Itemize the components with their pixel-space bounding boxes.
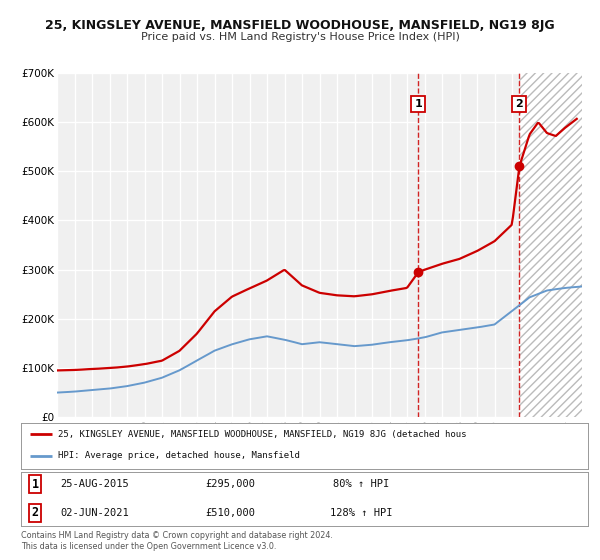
Text: 25, KINGSLEY AVENUE, MANSFIELD WOODHOUSE, MANSFIELD, NG19 8JG (detached hous: 25, KINGSLEY AVENUE, MANSFIELD WOODHOUSE… <box>58 430 466 439</box>
Text: 80% ↑ HPI: 80% ↑ HPI <box>333 479 389 489</box>
Text: 02-JUN-2021: 02-JUN-2021 <box>61 508 129 517</box>
Text: 2: 2 <box>515 99 523 109</box>
Text: 25-AUG-2015: 25-AUG-2015 <box>61 479 129 489</box>
Bar <box>520 73 582 417</box>
Text: 1: 1 <box>32 478 39 491</box>
Text: 25, KINGSLEY AVENUE, MANSFIELD WOODHOUSE, MANSFIELD, NG19 8JG: 25, KINGSLEY AVENUE, MANSFIELD WOODHOUSE… <box>45 19 555 32</box>
Text: 128% ↑ HPI: 128% ↑ HPI <box>330 508 392 517</box>
Text: £295,000: £295,000 <box>206 479 256 489</box>
Text: £510,000: £510,000 <box>206 508 256 517</box>
Text: This data is licensed under the Open Government Licence v3.0.: This data is licensed under the Open Gov… <box>21 542 277 550</box>
Text: Contains HM Land Registry data © Crown copyright and database right 2024.: Contains HM Land Registry data © Crown c… <box>21 531 333 540</box>
Text: HPI: Average price, detached house, Mansfield: HPI: Average price, detached house, Mans… <box>58 451 300 460</box>
Bar <box>520 73 582 417</box>
Text: Price paid vs. HM Land Registry's House Price Index (HPI): Price paid vs. HM Land Registry's House … <box>140 32 460 43</box>
Text: 1: 1 <box>415 99 422 109</box>
Text: 2: 2 <box>32 506 39 519</box>
